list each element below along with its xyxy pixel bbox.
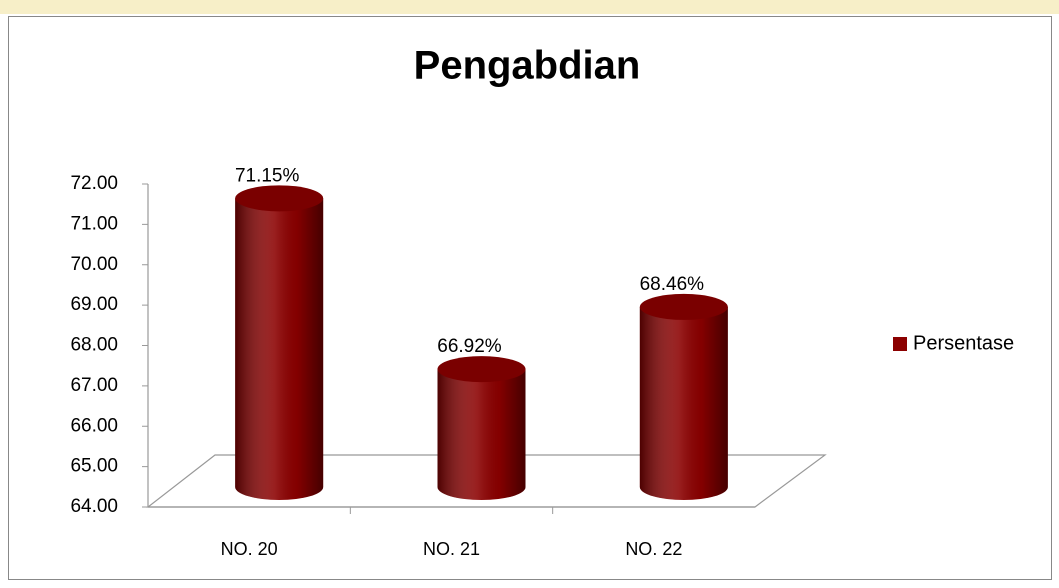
bar-shade [639, 306, 728, 500]
bar-shade [437, 369, 526, 501]
legend-swatch [893, 337, 907, 351]
value-label: 71.15% [235, 165, 300, 186]
bar-top [437, 356, 526, 383]
x-tick-label: NO. 21 [423, 539, 480, 559]
x-tick-label: NO. 22 [625, 539, 682, 559]
value-label: 66.92% [437, 336, 502, 357]
y-tick-label: 67.00 [70, 375, 118, 396]
bar-top [639, 293, 728, 320]
y-tick-label: 65.00 [70, 456, 118, 477]
y-tick-label: 69.00 [70, 294, 118, 315]
bar-top-shade [235, 185, 324, 212]
bar-top-shade [437, 356, 526, 383]
legend-label: Persentase [913, 332, 1014, 354]
bar-shade [235, 198, 324, 500]
bar-top-shade [639, 293, 728, 320]
y-tick-label: 68.00 [70, 335, 118, 356]
x-tick-label: NO. 20 [221, 539, 278, 559]
y-tick-label: 70.00 [70, 254, 118, 275]
y-tick-label: 66.00 [70, 415, 118, 436]
chart-border [8, 16, 1052, 580]
chart-title: Pengabdian [414, 44, 641, 88]
top-band [0, 0, 1059, 14]
bar-top [235, 185, 324, 212]
y-tick-label: 72.00 [70, 173, 118, 194]
y-tick-label: 64.00 [70, 496, 118, 517]
value-label: 68.46% [640, 274, 705, 295]
y-tick-label: 71.00 [70, 213, 118, 234]
